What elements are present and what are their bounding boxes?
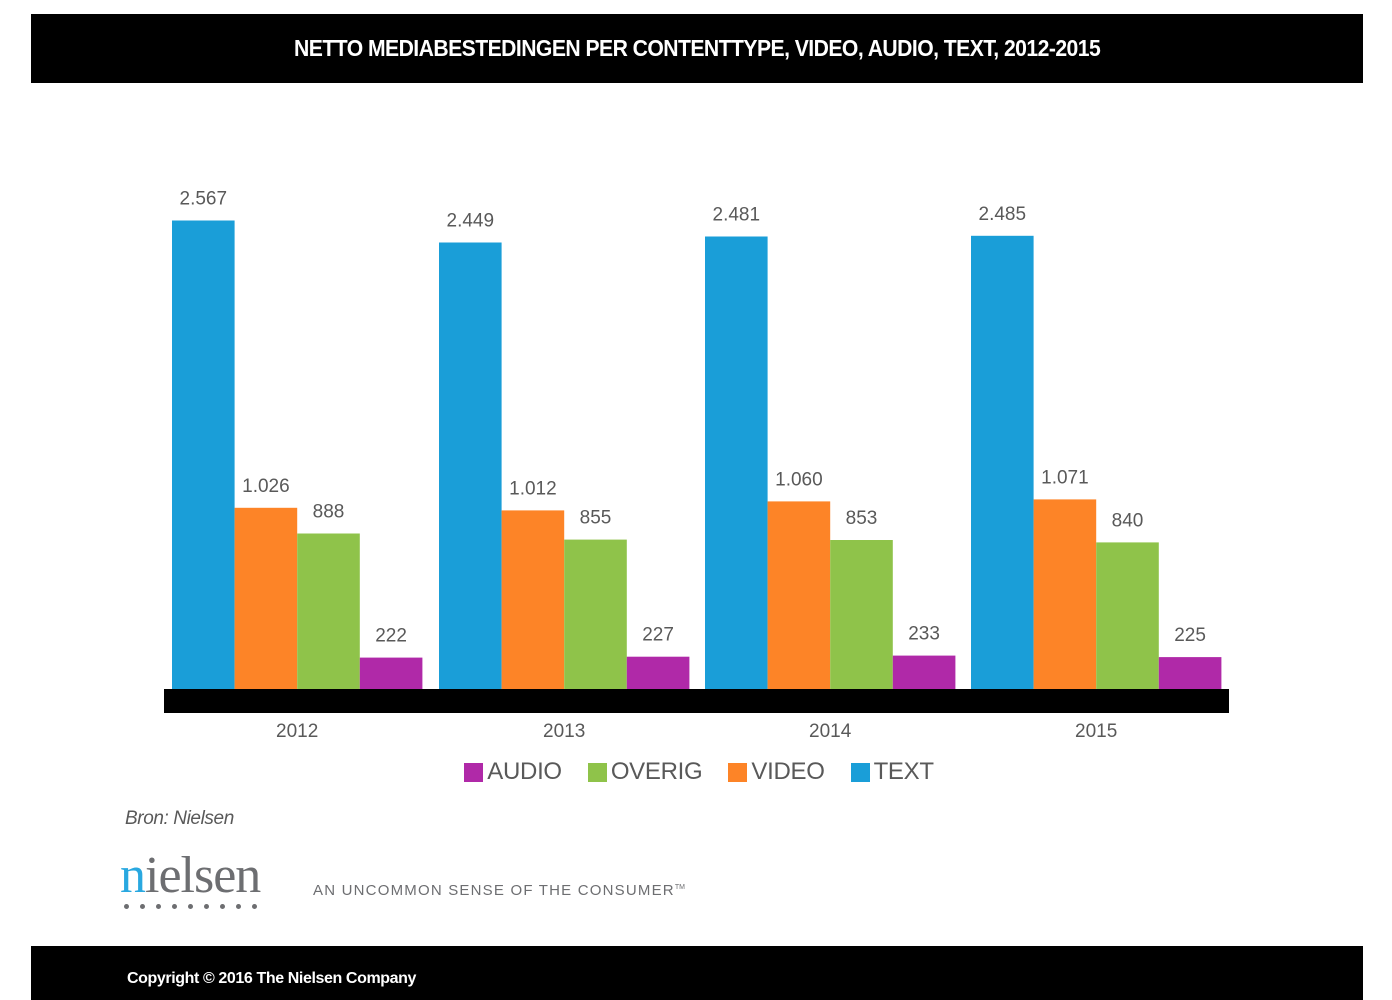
x-tick-label-2012: 2012 (276, 721, 318, 742)
data-label-overig-2014: 853 (846, 508, 878, 529)
legend: AUDIO OVERIG VIDEO TEXT (0, 758, 1392, 786)
data-label-overig-2012: 888 (313, 502, 345, 523)
bar-text-2015 (971, 235, 1034, 700)
bar-overig-2012 (297, 533, 360, 699)
bar-video-2014 (767, 501, 831, 699)
bar-overig-2014 (830, 540, 893, 699)
logo-tagline: AN UNCOMMON SENSE OF THE CONSUMERTM (313, 882, 685, 899)
bar-video-2015 (1033, 499, 1097, 699)
data-label-audio-2013: 227 (642, 625, 674, 646)
x-tick-label-2015: 2015 (1075, 721, 1117, 742)
bar-overig-2013 (564, 539, 627, 699)
chart-title: NETTO MEDIABESTEDINGEN PER CONTENTTYPE, … (293, 35, 1101, 61)
x-tick-label-2013: 2013 (543, 721, 585, 742)
bar-overig-2015 (1096, 542, 1159, 699)
data-label-audio-2014: 233 (908, 624, 940, 645)
legend-item-text: TEXT (850, 758, 934, 786)
data-label-text-2012: 2.567 (180, 189, 228, 210)
data-label-audio-2012: 222 (375, 626, 407, 647)
bar-video-2013 (501, 510, 565, 699)
data-label-video-2012: 1.026 (242, 476, 290, 497)
legend-label-audio: AUDIO (487, 758, 562, 785)
legend-swatch-overig (587, 762, 607, 782)
data-label-text-2014: 2.481 (713, 205, 761, 226)
legend-label-overig: OVERIG (610, 758, 703, 785)
source-note: Bron: Nielsen (125, 808, 234, 829)
footer-bar: Copyright © 2016 The Nielsen Company (31, 946, 1363, 1000)
data-label-video-2014: 1.060 (775, 469, 823, 490)
legend-label-video: VIDEO (751, 758, 825, 785)
bar-text-2012 (172, 220, 235, 699)
data-label-text-2015: 2.485 (979, 204, 1027, 225)
bar-video-2012 (234, 507, 298, 699)
legend-swatch-text (850, 762, 870, 782)
logo-dots (120, 904, 290, 909)
bar-chart: 2.567 1.026 888 222 2.449 1.012 855 227 2.481 1.0… (164, 189, 1229, 742)
data-label-video-2015: 1.071 (1041, 467, 1089, 488)
legend-swatch-video (728, 762, 748, 782)
bar-text-2014 (705, 236, 768, 699)
legend-label-text: TEXT (873, 758, 934, 785)
data-label-video-2013: 1.012 (509, 478, 557, 499)
x-tick-label-2014: 2014 (809, 721, 852, 742)
legend-item-overig: OVERIG (587, 758, 703, 786)
bar-text-2013 (439, 242, 502, 699)
legend-swatch-audio (464, 762, 484, 782)
x-axis-bar (164, 689, 1229, 713)
data-label-audio-2015: 225 (1174, 625, 1206, 646)
copyright-text: Copyright © 2016 The Nielsen Company (127, 970, 417, 987)
data-label-overig-2013: 855 (580, 508, 612, 529)
nielsen-logo: nielsen (120, 850, 290, 920)
logo-wordmark: nielsen (120, 847, 261, 904)
data-label-overig-2015: 840 (1112, 510, 1144, 531)
data-label-text-2013: 2.449 (447, 211, 495, 232)
title-bar: NETTO MEDIABESTEDINGEN PER CONTENTTYPE, … (31, 14, 1363, 83)
x-axis-ticks: 2012 2013 2014 2015 (276, 721, 1117, 742)
legend-item-video: VIDEO (728, 758, 825, 786)
legend-item-audio: AUDIO (464, 758, 562, 786)
bars-layer: 2.567 1.026 888 222 2.449 1.012 855 227 2.481 1.0… (172, 189, 1222, 700)
